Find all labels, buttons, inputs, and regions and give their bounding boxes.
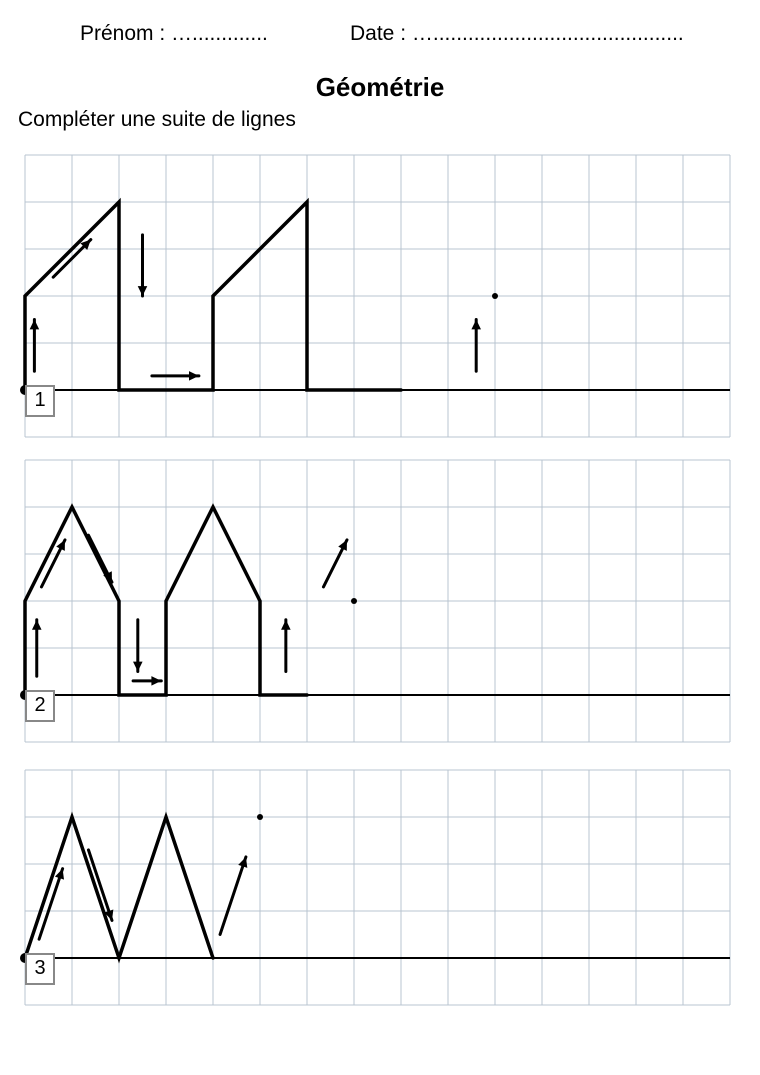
exercise-number: 2 [25,690,55,722]
prenom-label: Prénom : …............. [80,22,268,46]
exercise-number: 1 [25,385,55,417]
exercise-number: 3 [25,953,55,985]
date-label: Date : …................................… [350,22,684,46]
page-title: Géométrie [0,72,760,103]
exercise-1 [15,145,740,447]
exercise-3 [15,760,740,1015]
exercise-2 [15,450,740,752]
page-subtitle: Compléter une suite de lignes [18,108,296,132]
